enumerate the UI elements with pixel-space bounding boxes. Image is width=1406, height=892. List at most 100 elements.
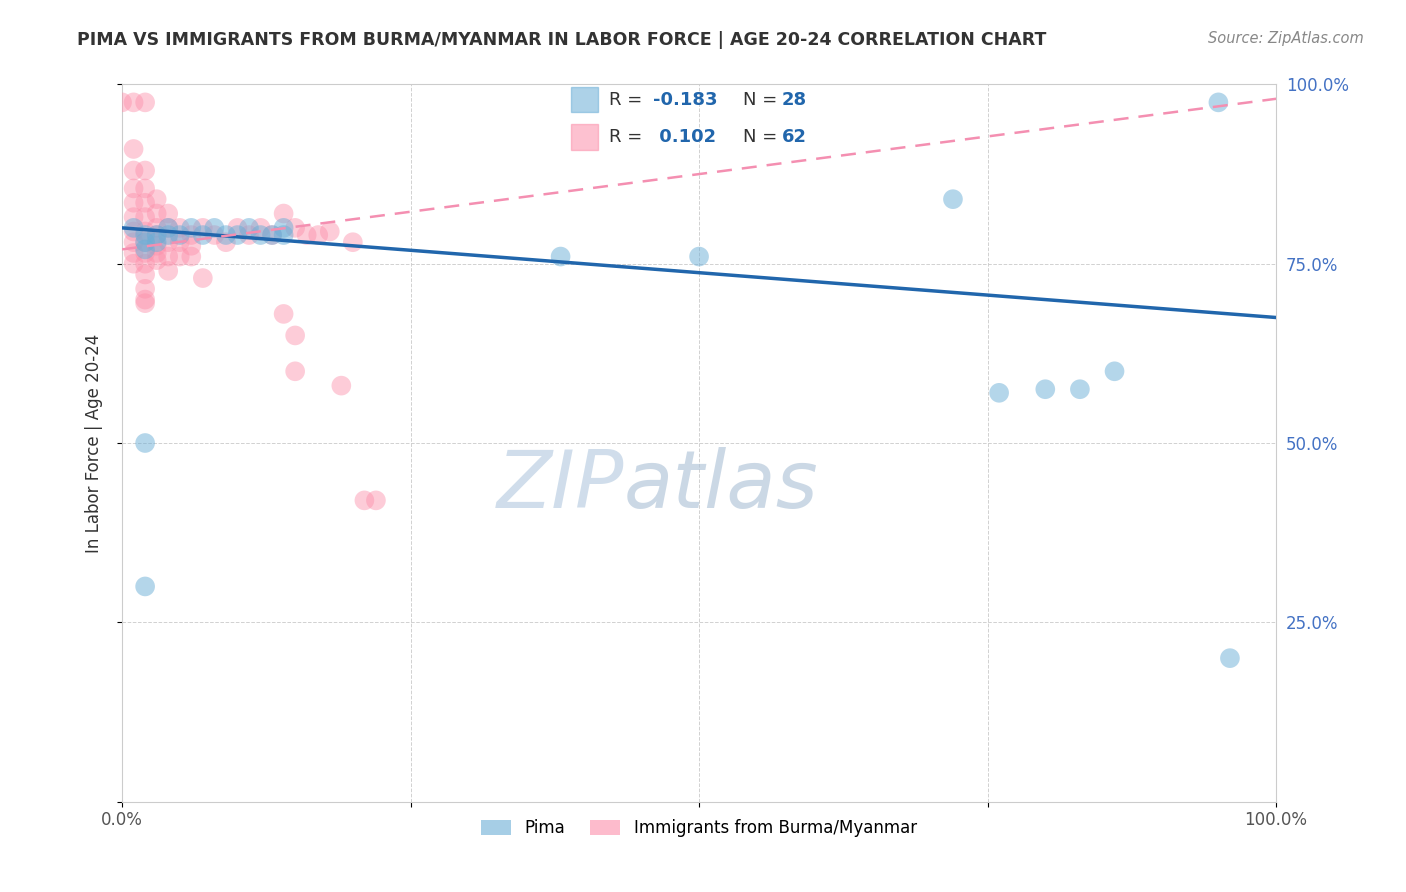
Text: ZIP: ZIP: [496, 447, 624, 525]
Point: [157, 220, 180, 235]
Point: [134, 246, 156, 260]
Point: [134, 268, 156, 282]
Point: [550, 250, 572, 264]
Point: [157, 264, 180, 278]
Point: [111, 95, 134, 110]
Point: [273, 227, 295, 242]
Point: [145, 206, 167, 220]
Point: [226, 220, 249, 235]
Point: [134, 235, 156, 250]
Text: N =: N =: [744, 128, 783, 145]
Point: [307, 227, 329, 242]
Point: [134, 95, 156, 110]
Point: [145, 227, 167, 242]
Point: [134, 243, 156, 257]
Point: [988, 385, 1011, 400]
Point: [191, 227, 214, 242]
Text: 62: 62: [782, 128, 807, 145]
Point: [942, 192, 965, 206]
Point: [134, 181, 156, 195]
Text: R =: R =: [609, 91, 648, 109]
Point: [284, 220, 307, 235]
Point: [169, 235, 191, 250]
Point: [202, 227, 225, 242]
Point: [122, 195, 145, 210]
Point: [145, 246, 167, 260]
Point: [122, 224, 145, 238]
Point: [180, 220, 202, 235]
Point: [180, 239, 202, 253]
Point: [145, 239, 167, 253]
Point: [122, 220, 145, 235]
Point: [273, 220, 295, 235]
Point: [134, 210, 156, 224]
Bar: [571, 87, 598, 112]
Point: [145, 235, 167, 250]
Point: [1033, 382, 1056, 396]
Point: [191, 271, 214, 285]
Y-axis label: In Labor Force | Age 20-24: In Labor Force | Age 20-24: [86, 334, 103, 553]
Point: [134, 163, 156, 178]
Point: [262, 227, 284, 242]
Point: [157, 206, 180, 220]
Point: [1069, 382, 1091, 396]
Point: [191, 220, 214, 235]
Text: R =: R =: [609, 128, 648, 145]
Text: Source: ZipAtlas.com: Source: ZipAtlas.com: [1208, 31, 1364, 46]
Point: [262, 227, 284, 242]
Text: N =: N =: [744, 91, 783, 109]
Text: atlas: atlas: [624, 447, 818, 525]
Point: [134, 296, 156, 310]
Point: [215, 227, 238, 242]
Point: [169, 250, 191, 264]
Point: [319, 224, 342, 238]
Point: [122, 142, 145, 156]
Point: [180, 227, 202, 242]
Point: [122, 181, 145, 195]
Text: -0.183: -0.183: [652, 91, 717, 109]
Point: [157, 235, 180, 250]
Point: [134, 579, 156, 593]
Point: [134, 282, 156, 296]
Point: [238, 220, 260, 235]
Point: [157, 227, 180, 242]
Point: [249, 220, 271, 235]
Text: 28: 28: [782, 91, 807, 109]
Point: [122, 246, 145, 260]
Point: [273, 206, 295, 220]
Text: PIMA VS IMMIGRANTS FROM BURMA/MYANMAR IN LABOR FORCE | AGE 20-24 CORRELATION CHA: PIMA VS IMMIGRANTS FROM BURMA/MYANMAR IN…: [77, 31, 1046, 49]
Point: [295, 227, 318, 242]
Point: [122, 210, 145, 224]
Point: [1219, 651, 1241, 665]
Point: [249, 227, 271, 242]
Point: [1104, 364, 1126, 378]
Point: [273, 307, 295, 321]
Point: [122, 257, 145, 271]
Point: [169, 227, 191, 242]
Point: [122, 95, 145, 110]
Point: [284, 328, 307, 343]
Point: [134, 257, 156, 271]
Point: [364, 493, 387, 508]
Point: [122, 235, 145, 250]
Point: [353, 493, 375, 508]
Point: [238, 227, 260, 242]
Point: [284, 364, 307, 378]
Point: [226, 227, 249, 242]
Point: [169, 220, 191, 235]
Point: [342, 235, 364, 250]
Point: [145, 192, 167, 206]
Point: [134, 227, 156, 242]
Point: [134, 224, 156, 238]
Point: [180, 250, 202, 264]
Legend: Pima, Immigrants from Burma/Myanmar: Pima, Immigrants from Burma/Myanmar: [475, 812, 924, 844]
Text: 0.102: 0.102: [652, 128, 716, 145]
Point: [330, 378, 353, 392]
Point: [122, 163, 145, 178]
Bar: [571, 124, 598, 150]
Point: [134, 235, 156, 250]
Point: [688, 250, 710, 264]
Point: [134, 195, 156, 210]
Point: [1208, 95, 1230, 110]
Point: [134, 293, 156, 307]
